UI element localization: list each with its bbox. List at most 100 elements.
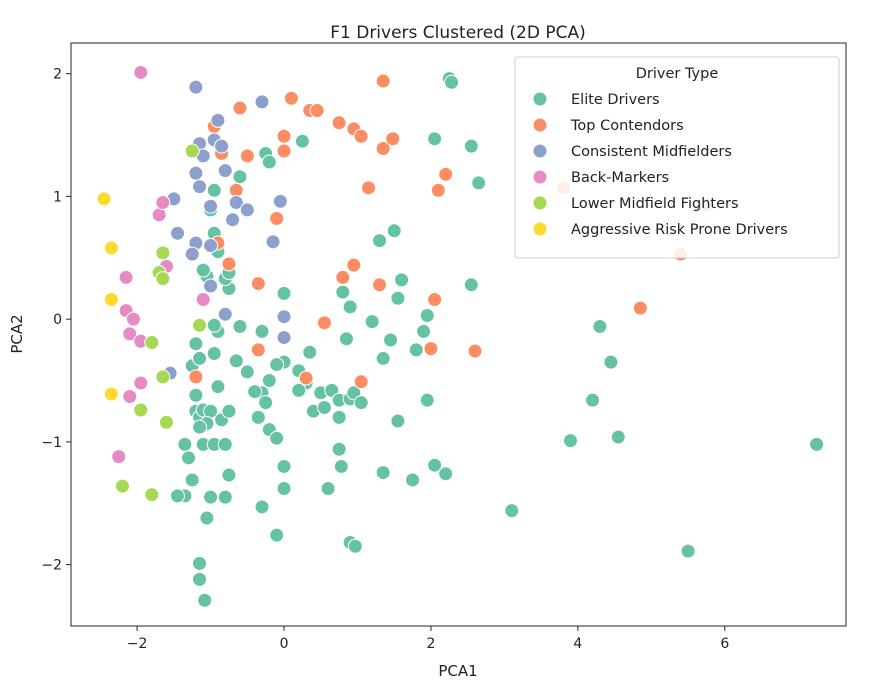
point-consistent-midfielders-6	[214, 138, 230, 154]
point-top-contendors-8	[385, 131, 401, 147]
point-elite-drivers-8	[232, 169, 248, 185]
point-back-markers-7	[122, 326, 138, 342]
point-top-contendors-18	[269, 211, 285, 227]
point-elite-drivers-102	[192, 555, 208, 571]
point-elite-drivers-2	[463, 138, 479, 154]
point-consistent-midfielders-0	[188, 79, 204, 95]
point-elite-drivers-52	[269, 430, 285, 446]
point-elite-drivers-89	[206, 317, 222, 333]
point-consistent-midfielders-8	[188, 165, 204, 181]
point-lower-midfield-fighters-0	[184, 143, 200, 159]
point-consistent-midfielders-11	[203, 198, 219, 214]
legend-entry-label: Aggressive Risk Prone Drivers	[571, 222, 788, 238]
point-top-contendors-27	[423, 341, 439, 357]
point-consistent-midfielders-22	[217, 306, 233, 322]
point-elite-drivers-113	[206, 182, 222, 198]
point-consistent-midfielders-23	[276, 309, 292, 325]
point-elite-drivers-21	[383, 332, 399, 348]
point-top-contendors-1	[232, 100, 248, 116]
point-elite-drivers-13	[463, 277, 479, 293]
point-aggressive-risk-prone-drivers-1	[103, 240, 119, 256]
point-lower-midfield-fighters-6	[155, 369, 171, 385]
legend-entry-label: Back-Markers	[571, 170, 669, 186]
legend-marker	[532, 143, 548, 159]
point-elite-drivers-99	[217, 489, 233, 505]
point-top-contendors-9	[375, 73, 391, 89]
point-elite-drivers-55	[375, 465, 391, 481]
point-elite-drivers-14	[276, 285, 292, 301]
point-elite-drivers-46	[247, 384, 263, 400]
point-elite-drivers-103	[192, 571, 208, 587]
point-top-contendors-6	[353, 128, 369, 144]
point-elite-drivers-24	[592, 319, 608, 335]
point-elite-drivers-60	[419, 392, 435, 408]
point-elite-drivers-12	[390, 290, 406, 306]
point-consistent-midfielders-20	[265, 234, 281, 250]
point-elite-drivers-65	[269, 527, 285, 543]
legend-entry-label: Consistent Midfielders	[571, 144, 732, 160]
point-elite-drivers-27	[254, 323, 270, 339]
point-elite-drivers-4	[427, 131, 443, 147]
point-lower-midfield-fighters-4	[192, 317, 208, 333]
point-elite-drivers-20	[338, 331, 354, 347]
x-tick-label: 6	[720, 636, 729, 652]
point-top-contendors-36	[188, 369, 204, 385]
x-tick-label: 4	[573, 636, 582, 652]
x-axis-label: PCA1	[438, 662, 477, 680]
point-consistent-midfielders-9	[192, 179, 208, 195]
legend: Driver Type Elite Drivers Top Contendors Co…	[514, 56, 840, 259]
point-elite-drivers-81	[192, 419, 208, 435]
point-consistent-midfielders-19	[203, 238, 219, 254]
point-elite-drivers-67	[347, 538, 363, 554]
point-elite-drivers-63	[320, 481, 336, 497]
point-back-markers-10	[133, 375, 149, 391]
legend-marker	[532, 169, 548, 185]
plot-frame	[70, 42, 847, 627]
point-elite-drivers-100	[221, 467, 237, 483]
point-consistent-midfielders-14	[225, 212, 241, 228]
x-axis: −2 0 2 4 6	[127, 626, 729, 652]
point-back-markers-11	[122, 388, 138, 404]
point-elite-drivers-58	[438, 466, 454, 482]
point-top-contendors-7	[375, 141, 391, 157]
point-elite-drivers-69	[563, 433, 579, 449]
point-top-contendors-20	[361, 180, 377, 196]
legend-entry-label: Elite Drivers	[571, 92, 660, 108]
point-elite-drivers-98	[170, 488, 186, 504]
point-top-contendors-17	[221, 256, 237, 272]
point-consistent-midfielders-15	[272, 193, 288, 209]
point-top-contendors-29	[316, 315, 332, 331]
point-elite-drivers-17	[364, 314, 380, 330]
point-elite-drivers-57	[427, 457, 443, 473]
y-tick-label: 2	[53, 67, 62, 83]
point-elite-drivers-16	[342, 299, 358, 315]
point-top-contendors-28	[467, 343, 483, 359]
point-lower-midfield-fighters-8	[158, 414, 174, 430]
point-elite-drivers-83	[221, 403, 237, 419]
point-elite-drivers-5	[294, 133, 310, 149]
point-elite-drivers-85	[206, 346, 222, 362]
point-aggressive-risk-prone-drivers-0	[96, 191, 112, 207]
point-top-contendors-0	[283, 90, 299, 106]
point-elite-drivers-23	[408, 342, 424, 358]
point-back-markers-9	[195, 292, 211, 308]
legend-title: Driver Type	[636, 66, 719, 82]
point-elite-drivers-42	[353, 395, 369, 411]
point-elite-drivers-47	[239, 364, 255, 380]
point-aggressive-risk-prone-drivers-2	[103, 292, 119, 308]
point-top-contendors-19	[250, 276, 266, 292]
point-consistent-midfielders-13	[239, 202, 255, 218]
point-elite-drivers-25	[603, 354, 619, 370]
point-consistent-midfielders-1	[254, 94, 270, 110]
point-top-contendors-3	[309, 103, 325, 119]
point-lower-midfield-fighters-7	[133, 402, 149, 418]
point-elite-drivers-11	[394, 272, 410, 288]
point-consistent-midfielders-12	[228, 195, 244, 211]
point-back-markers-0	[133, 64, 149, 80]
point-lower-midfield-fighters-10	[114, 478, 130, 494]
point-top-contendors-23	[346, 257, 362, 273]
point-top-contendors-33	[353, 374, 369, 390]
point-elite-drivers-28	[232, 319, 248, 335]
point-consistent-midfielders-2	[210, 112, 226, 128]
